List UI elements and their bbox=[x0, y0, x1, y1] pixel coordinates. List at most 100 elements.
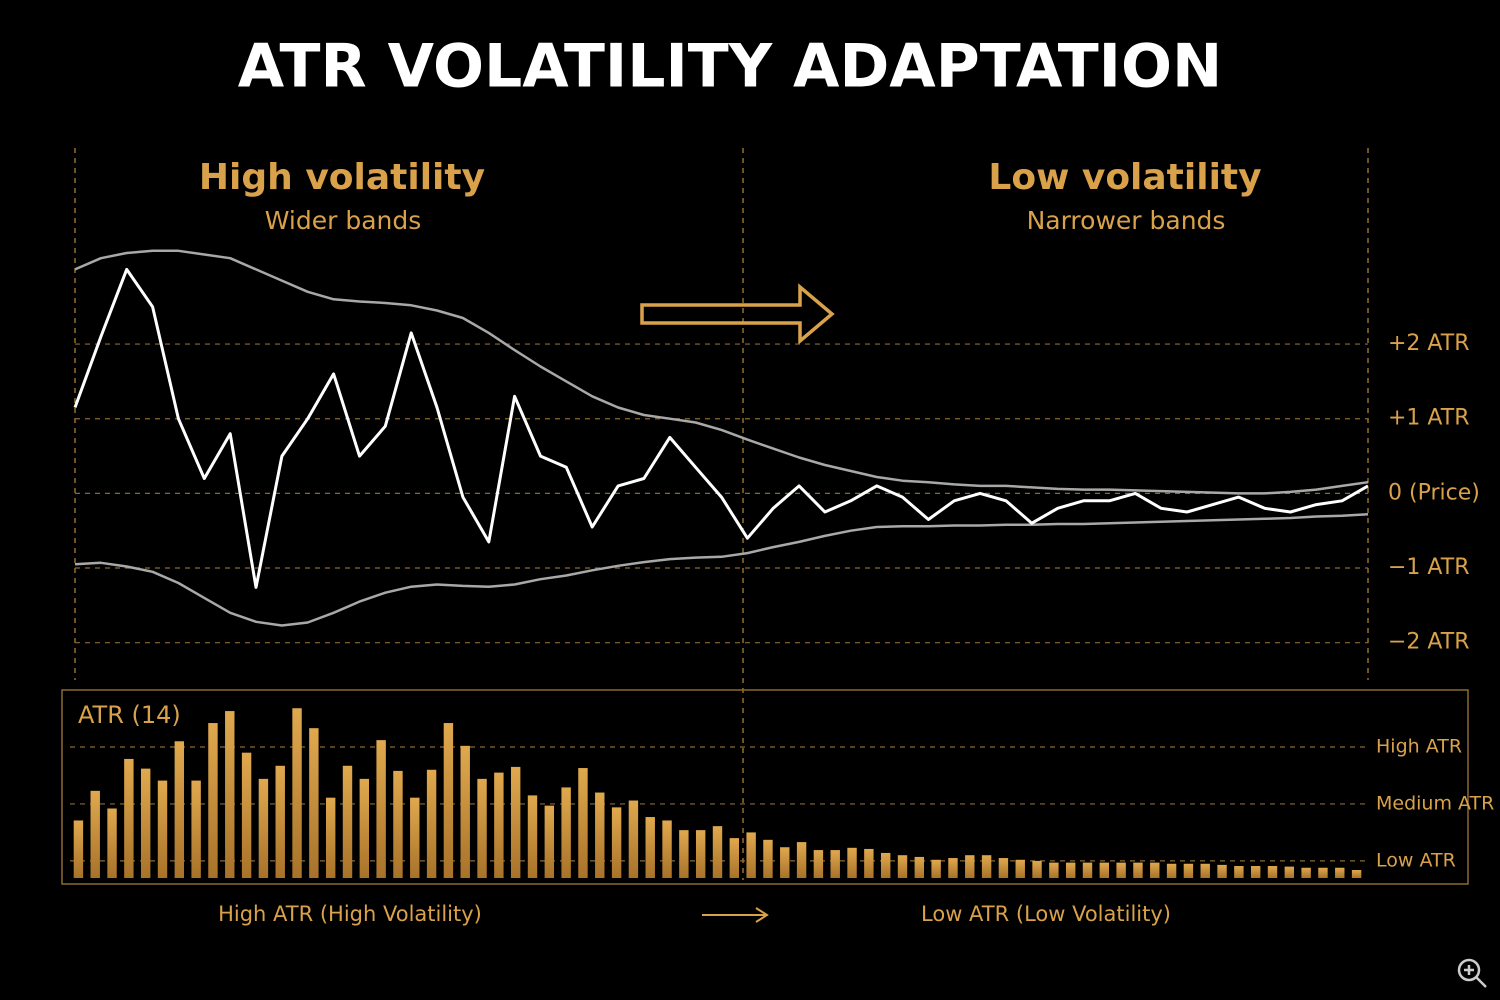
bar bbox=[292, 708, 302, 878]
title: ATR VOLATILITY ADAPTATION bbox=[238, 32, 1222, 102]
bar bbox=[695, 830, 706, 878]
bar bbox=[1284, 866, 1295, 878]
bar bbox=[477, 778, 487, 878]
annotation: Low volatility bbox=[988, 157, 1261, 198]
y-tick-label: 0 (Price) bbox=[1388, 480, 1480, 505]
annotation: Narrower bands bbox=[1027, 206, 1226, 235]
bar bbox=[124, 758, 134, 878]
bar bbox=[1250, 866, 1261, 878]
bar bbox=[73, 820, 84, 878]
y-tick-label: −2 ATR bbox=[1388, 630, 1470, 655]
series-line bbox=[73, 267, 1369, 589]
bar bbox=[275, 765, 285, 878]
y-tick-label: Medium ATR bbox=[1376, 792, 1494, 814]
bar bbox=[561, 787, 571, 878]
bar bbox=[729, 838, 740, 878]
annotation: High ATR (High Volatility) bbox=[218, 902, 482, 926]
bar bbox=[796, 842, 807, 878]
bar bbox=[813, 850, 824, 878]
bar bbox=[410, 797, 420, 878]
bar bbox=[494, 772, 504, 878]
bar bbox=[544, 805, 555, 878]
bar bbox=[1032, 860, 1042, 878]
bar bbox=[880, 852, 891, 878]
bar bbox=[948, 858, 958, 878]
bar bbox=[611, 807, 622, 878]
bar bbox=[914, 856, 925, 878]
annotation: High volatility bbox=[199, 157, 485, 198]
bar bbox=[107, 808, 117, 878]
bar bbox=[628, 800, 639, 878]
bar bbox=[780, 847, 790, 878]
bar bbox=[1335, 867, 1345, 878]
bar bbox=[1200, 863, 1210, 878]
y-tick-label: +2 ATR bbox=[1388, 331, 1470, 356]
transition-arrow bbox=[640, 283, 835, 345]
bar bbox=[174, 741, 185, 878]
bar bbox=[595, 792, 605, 878]
bar bbox=[746, 832, 756, 878]
bar bbox=[140, 768, 151, 878]
bar bbox=[1049, 862, 1059, 878]
bar bbox=[1065, 862, 1076, 878]
bar bbox=[1099, 862, 1110, 878]
bar bbox=[510, 766, 521, 878]
bar bbox=[1267, 866, 1278, 878]
bar bbox=[1166, 863, 1177, 878]
bar bbox=[359, 778, 370, 878]
bar bbox=[998, 858, 1009, 878]
bar bbox=[426, 769, 437, 878]
atr-panel bbox=[61, 689, 1469, 885]
bar bbox=[1183, 863, 1194, 878]
bar bbox=[443, 723, 454, 878]
y-tick-label: High ATR bbox=[1376, 735, 1462, 757]
y-tick-label: −1 ATR bbox=[1388, 555, 1470, 580]
bar bbox=[241, 752, 252, 878]
bar bbox=[763, 839, 773, 878]
bar bbox=[645, 817, 655, 878]
bar bbox=[981, 855, 992, 878]
bar bbox=[393, 770, 403, 878]
bar bbox=[258, 778, 269, 878]
annotation: Wider bands bbox=[265, 206, 422, 235]
bar bbox=[309, 728, 319, 878]
bar bbox=[1301, 867, 1311, 878]
bar bbox=[1150, 862, 1160, 878]
bar bbox=[578, 768, 588, 878]
bar bbox=[1217, 864, 1227, 878]
bar bbox=[208, 723, 218, 878]
series-line bbox=[74, 249, 1369, 495]
bar bbox=[662, 820, 672, 878]
small-arrow bbox=[702, 907, 769, 923]
bar bbox=[679, 830, 689, 878]
dividers bbox=[74, 148, 1369, 880]
panel-title: ATR (14) bbox=[78, 701, 181, 729]
bar bbox=[712, 826, 723, 878]
zoom-icon[interactable] bbox=[1457, 958, 1487, 988]
annotation: Low ATR (Low Volatility) bbox=[921, 902, 1171, 926]
y-tick-label: +1 ATR bbox=[1388, 406, 1470, 431]
bar bbox=[157, 780, 168, 878]
bar bbox=[931, 859, 941, 878]
bar bbox=[1082, 862, 1093, 878]
bar bbox=[342, 765, 353, 878]
bar bbox=[376, 740, 386, 878]
bar bbox=[90, 790, 100, 878]
bar bbox=[225, 711, 235, 878]
bar bbox=[1116, 862, 1126, 878]
bar bbox=[191, 780, 201, 878]
bar bbox=[830, 850, 840, 878]
bar bbox=[965, 855, 975, 878]
y-tick-label: Low ATR bbox=[1376, 849, 1456, 871]
bar bbox=[1318, 867, 1328, 878]
bar bbox=[460, 745, 470, 878]
bar bbox=[1015, 859, 1025, 878]
bar bbox=[325, 797, 336, 878]
bar bbox=[847, 847, 857, 878]
bar bbox=[1351, 870, 1362, 878]
bar bbox=[1133, 862, 1143, 878]
bar bbox=[897, 855, 908, 878]
series-line bbox=[74, 513, 1369, 627]
